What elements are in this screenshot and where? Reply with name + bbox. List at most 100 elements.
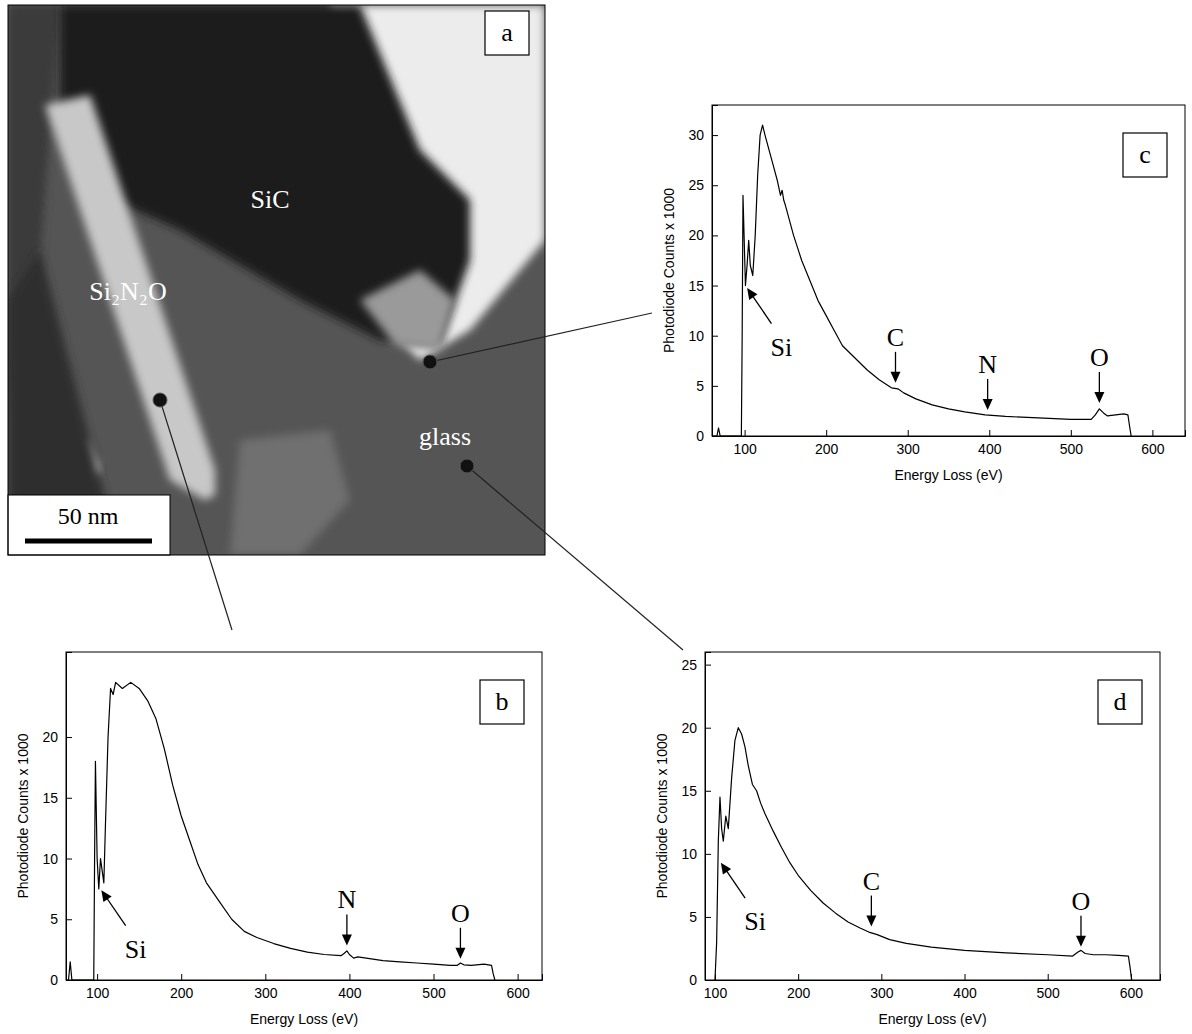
x-tick-mark: [1071, 430, 1072, 436]
micrograph: [8, 5, 545, 555]
edge-annotation: Si: [721, 863, 766, 937]
y-tick: 15: [688, 278, 718, 294]
x-tick-label: 400: [953, 985, 977, 1001]
y-axis-title: Photodiode Counts x 1000: [15, 733, 31, 898]
y-tick-mark: [66, 919, 72, 920]
y-tick: 15: [42, 790, 72, 806]
x-tick-label: 200: [815, 441, 839, 457]
y-axis-title: Photodiode Counts x 1000: [654, 733, 670, 898]
panel-letter-box: [485, 11, 529, 55]
leader-line: [430, 313, 652, 362]
y-tick-mark: [712, 235, 718, 236]
annotation-label: O: [1072, 887, 1091, 916]
probe-point: [460, 459, 474, 473]
annotation-label: N: [337, 885, 356, 914]
x-tick: 100: [86, 974, 110, 1001]
x-tick-mark: [881, 974, 882, 980]
y-tick-label: 5: [689, 909, 697, 925]
x-tick-mark: [826, 430, 827, 436]
y-tick-mark: [705, 665, 711, 666]
annotation-arrow-head: [455, 948, 465, 959]
y-tick-mark: [705, 980, 711, 981]
annotation-label: Si: [771, 333, 793, 362]
edge-annotation: C: [887, 323, 904, 383]
x-tick-label: 400: [978, 441, 1002, 457]
plot-data: [66, 682, 495, 980]
y-tick-label: 0: [50, 972, 58, 988]
y-axis: 0510152025: [681, 653, 711, 988]
panel-letter: d: [1114, 687, 1127, 716]
panel-letter-box: [1098, 680, 1142, 724]
x-tick: 100: [733, 430, 757, 457]
edge-annotation: C: [863, 867, 880, 927]
y-tick-mark: [705, 917, 711, 918]
y-tick-label: 20: [42, 729, 58, 745]
annotation-arrow-shaft: [1099, 372, 1100, 395]
panel-letter-box: [1123, 133, 1167, 177]
panel-letter: b: [496, 687, 509, 716]
annotation-arrow-head: [983, 399, 993, 410]
annotation-arrow-head: [890, 372, 900, 383]
y-tick-mark: [712, 436, 718, 437]
y-tick-mark: [712, 286, 718, 287]
spectrum-line: [66, 682, 495, 980]
x-axis-title: Energy Loss (eV): [250, 1011, 358, 1027]
scale-bar-label: 50 nm: [58, 503, 119, 529]
axis-line: [67, 974, 543, 981]
x-tick: 500: [1037, 974, 1061, 1001]
y-tick: 20: [681, 720, 711, 736]
annotation-arrow-shaft: [987, 379, 988, 402]
edge-annotation: Si: [747, 288, 792, 362]
x-tick-label: 100: [704, 985, 728, 1001]
x-axis: 100200300400500600: [704, 974, 1161, 1001]
x-tick-label: 500: [422, 985, 446, 1001]
x-tick-mark: [745, 430, 746, 436]
plot-data: [715, 728, 1132, 980]
y-tick-mark: [712, 185, 718, 186]
x-tick-label: 300: [870, 985, 894, 1001]
annotation-arrow-shaft: [346, 914, 347, 937]
y-tick-label: 30: [688, 127, 704, 143]
x-tick: 400: [338, 974, 362, 1001]
x-tick-mark: [181, 974, 182, 980]
y-tick-mark: [66, 980, 72, 981]
y-tick: 25: [681, 657, 711, 673]
y-tick: 15: [681, 783, 711, 799]
y-axis: 051015202530: [688, 106, 718, 444]
probe-point: [153, 393, 167, 407]
annotation-arrow-shaft: [752, 295, 772, 324]
y-tick-label: 10: [681, 846, 697, 862]
edge-annotation: O: [1072, 887, 1091, 947]
y-tick-mark: [705, 791, 711, 792]
background: [8, 5, 545, 555]
y-tick-label: 20: [688, 227, 704, 243]
y-tick: 5: [50, 911, 72, 927]
y-axis: 0 5 10 15 20: [42, 653, 72, 988]
x-tick-label: 500: [1060, 441, 1084, 457]
y-tick: 25: [688, 177, 718, 193]
y-tick: 5: [689, 909, 711, 925]
x-tick-label: 100: [733, 441, 757, 457]
annotation-arrow-shaft: [1080, 916, 1081, 939]
annotation-label: N: [978, 350, 997, 379]
y-tick: 10: [688, 328, 718, 344]
x-tick-mark: [1152, 430, 1153, 436]
annotation-arrow-head: [1076, 936, 1086, 947]
region-sic-grains: [360, 270, 455, 350]
y-tick-label: 15: [42, 790, 58, 806]
leader-line: [160, 400, 232, 630]
figure: SiCSi₂N₂Oglass50 nma10020030040050060005…: [0, 0, 1192, 1034]
x-tick-label: 200: [787, 985, 811, 1001]
x-tick-label: 300: [897, 441, 921, 457]
panel-letter: a: [501, 18, 513, 47]
y-tick: 10: [42, 850, 72, 866]
x-axis-title: Energy Loss (eV): [894, 467, 1002, 483]
annotation-label: Si: [744, 907, 766, 936]
x-tick-label: 200: [170, 985, 194, 1001]
x-tick-label: 300: [254, 985, 278, 1001]
x-tick: 200: [787, 974, 811, 1001]
spectrum-line: [715, 728, 1132, 980]
probe-point: [423, 355, 437, 369]
x-tick-mark: [908, 430, 909, 436]
annotation-label: O: [451, 899, 470, 928]
